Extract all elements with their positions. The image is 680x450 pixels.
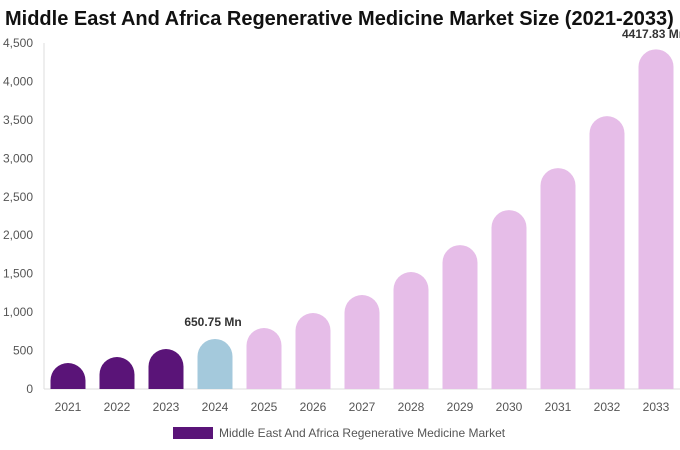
- y-tick-label: 3,500: [3, 113, 33, 127]
- x-tick-label: 2030: [496, 400, 523, 414]
- x-tick-label: 2031: [545, 400, 572, 414]
- x-tick-label: 2024: [202, 400, 229, 414]
- legend: Middle East And Africa Regenerative Medi…: [173, 426, 505, 440]
- bar-2028: [393, 272, 429, 389]
- legend-label: Middle East And Africa Regenerative Medi…: [219, 426, 506, 440]
- y-tick-label: 1,500: [3, 267, 33, 281]
- bar-2033: [638, 49, 674, 389]
- y-tick-label: 3,000: [3, 151, 33, 165]
- y-tick-label: 4,000: [3, 74, 33, 88]
- bar-2022: [99, 357, 135, 389]
- x-tick-label: 2029: [447, 400, 474, 414]
- y-tick-label: 2,000: [3, 228, 33, 242]
- x-tick-label: 2032: [594, 400, 621, 414]
- chart-title: Middle East And Africa Regenerative Medi…: [5, 8, 674, 30]
- data-label-2033: 4417.83 Mn: [622, 27, 680, 41]
- bar-2023: [148, 349, 184, 389]
- bar-2031: [540, 168, 576, 389]
- x-tick-label: 2023: [153, 400, 180, 414]
- data-label-2024: 650.75 Mn: [184, 315, 241, 329]
- y-tick-label: 2,500: [3, 190, 33, 204]
- x-tick-label: 2026: [300, 400, 327, 414]
- y-tick-label: 1,000: [3, 305, 33, 319]
- bar-2024: [197, 338, 233, 389]
- y-tick-label: 500: [13, 344, 33, 358]
- x-tick-label: 2022: [104, 400, 131, 414]
- y-tick-label: 0: [26, 382, 33, 396]
- x-tick-label: 2028: [398, 400, 425, 414]
- bar-2026: [295, 313, 331, 389]
- y-tick-label: 4,500: [3, 36, 33, 50]
- bar-2027: [344, 295, 380, 389]
- bar-2029: [442, 245, 478, 389]
- x-tick-label: 2027: [349, 400, 376, 414]
- bar-2032: [589, 116, 625, 389]
- bar-2021: [50, 363, 86, 389]
- bar-2025: [246, 328, 282, 389]
- bar-2030: [491, 210, 527, 389]
- x-tick-label: 2025: [251, 400, 278, 414]
- legend-swatch: [173, 427, 213, 439]
- x-tick-label: 2021: [55, 400, 82, 414]
- x-tick-label: 2033: [643, 400, 670, 414]
